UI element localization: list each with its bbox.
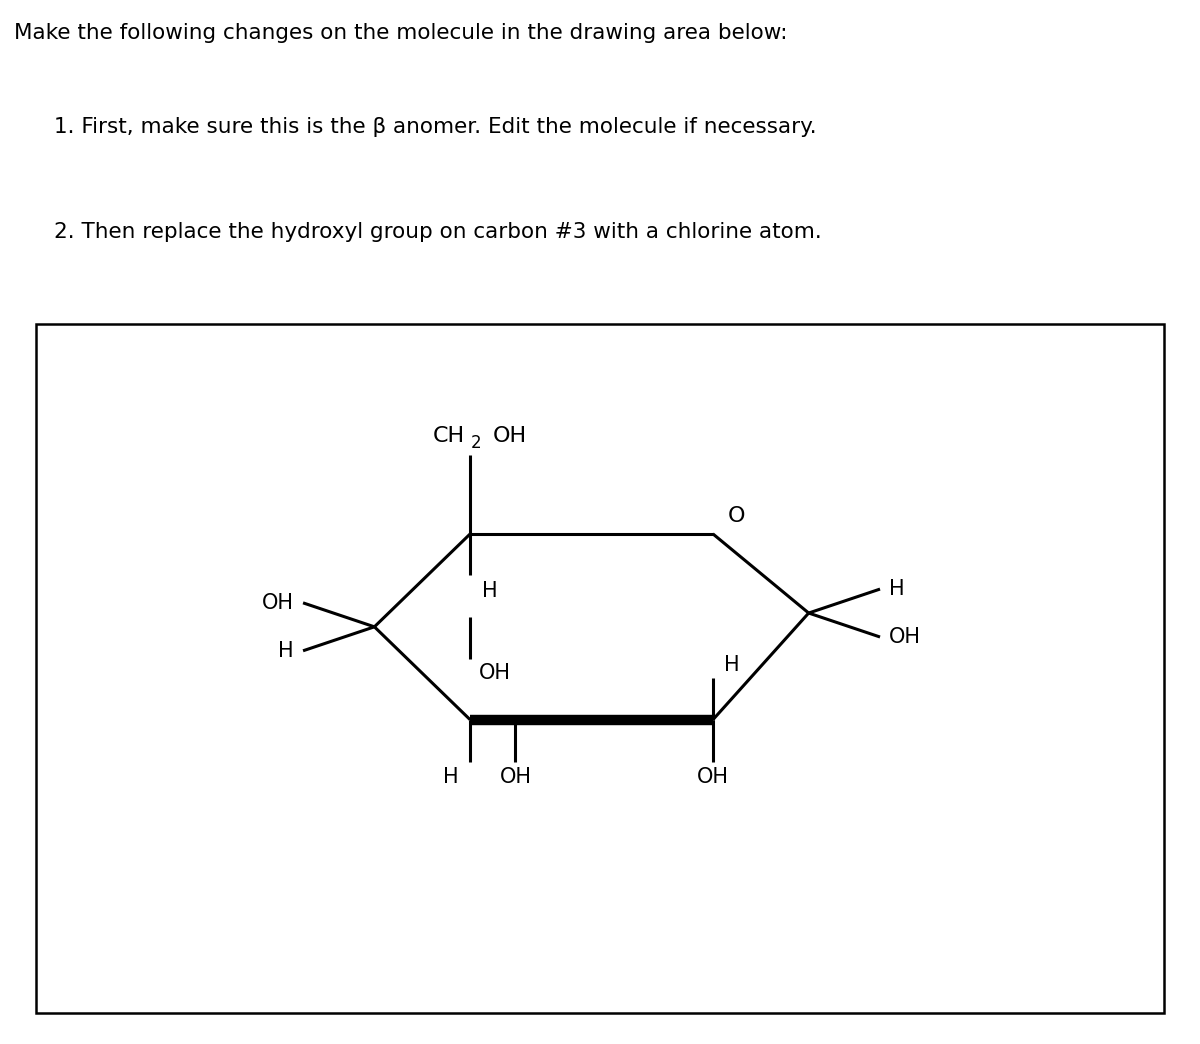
Text: H: H [724,655,739,674]
Text: 2: 2 [470,434,481,452]
Text: 2. Then replace the hydroxyl group on carbon #3 with a chlorine atom.: 2. Then replace the hydroxyl group on ca… [54,222,822,242]
Text: 1. First, make sure this is the β anomer. Edit the molecule if necessary.: 1. First, make sure this is the β anomer… [54,117,817,137]
Text: OH: OH [889,627,922,647]
Text: H: H [481,582,497,601]
Text: H: H [278,641,294,661]
Text: CH: CH [432,426,464,446]
Text: H: H [889,579,905,599]
Text: OH: OH [493,426,527,446]
Text: OH: OH [262,593,294,613]
Text: H: H [443,767,458,787]
Text: O: O [727,505,745,525]
Text: OH: OH [697,767,728,787]
Text: Make the following changes on the molecule in the drawing area below:: Make the following changes on the molecu… [14,23,788,44]
Text: OH: OH [499,767,532,787]
Text: OH: OH [479,663,511,683]
